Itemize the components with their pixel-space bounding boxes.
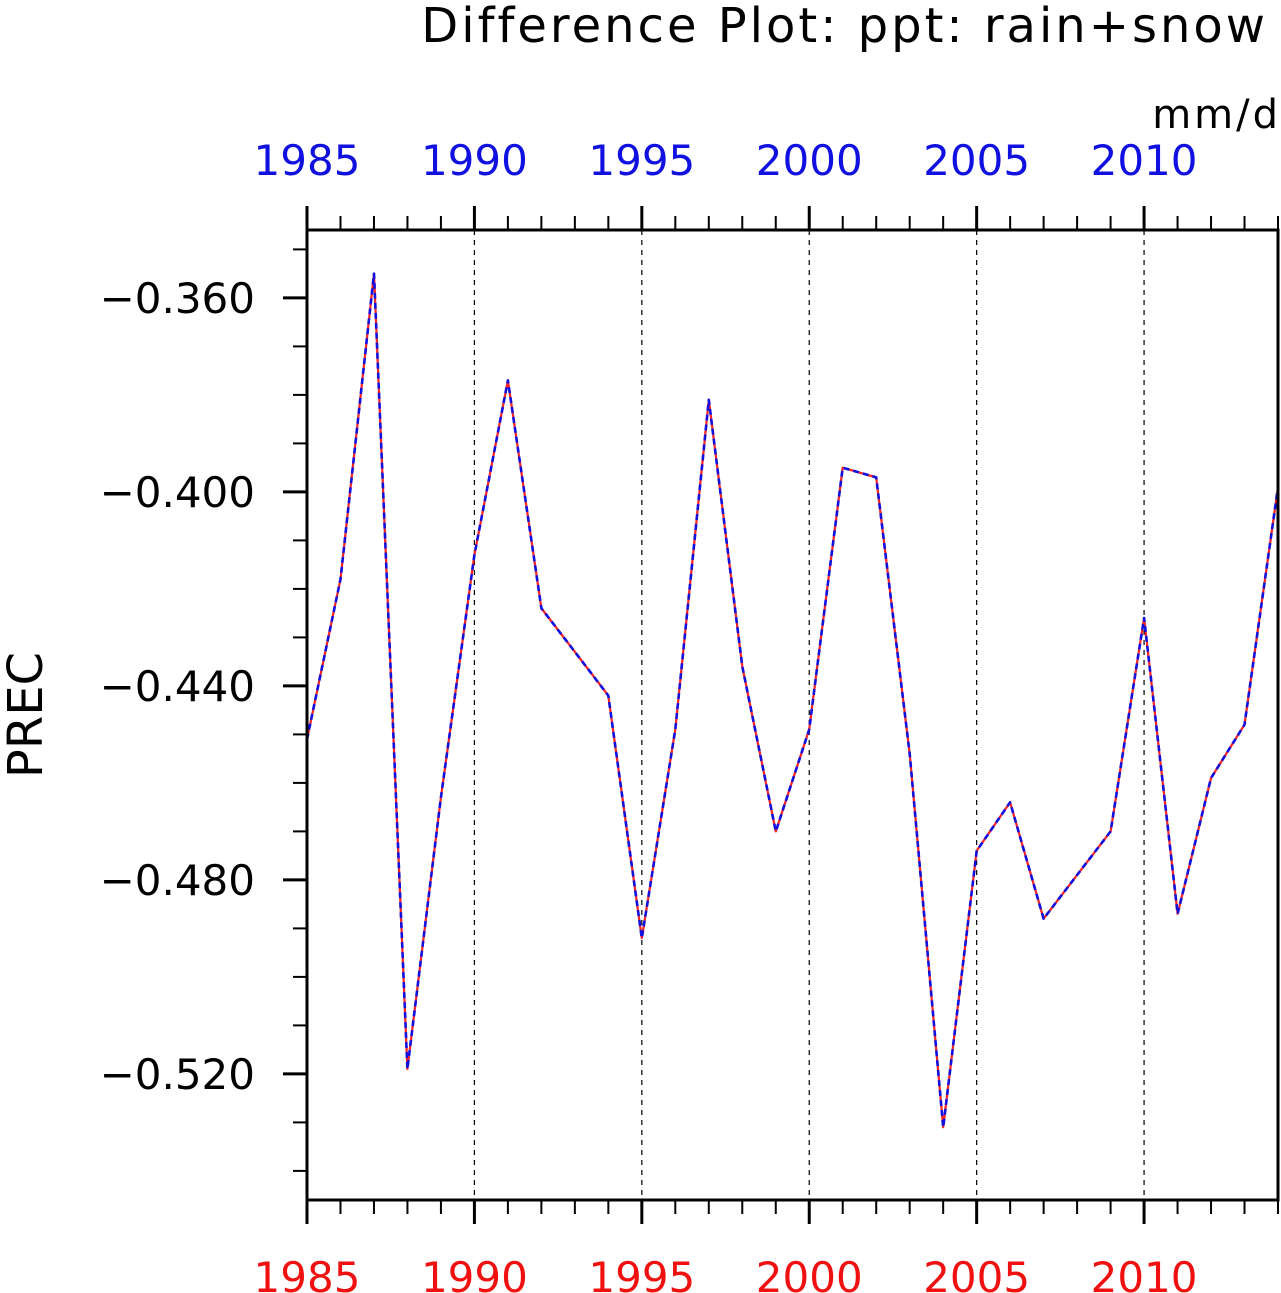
x-top-tick-label: 1990 bbox=[421, 136, 528, 185]
y-tick-label: −0.520 bbox=[100, 1050, 255, 1099]
data-lines bbox=[305, 272, 1280, 1129]
x-bottom-tick-label: 1990 bbox=[421, 1253, 528, 1293]
x-top-tick-label: 2000 bbox=[756, 136, 863, 185]
x-bottom-tick-label: 1985 bbox=[254, 1253, 361, 1293]
y-tick-label: −0.440 bbox=[100, 662, 255, 711]
y-tick-label: −0.480 bbox=[100, 856, 255, 905]
x-bottom-tick-label: 1995 bbox=[588, 1253, 695, 1293]
y-axis-label: PREC bbox=[0, 652, 54, 778]
x-top-tick-label: 2010 bbox=[1091, 136, 1198, 185]
chart-title: Difference Plot: ppt: rain+snow bbox=[421, 0, 1268, 54]
units-label: mm/d bbox=[1152, 92, 1281, 138]
axis-ticks bbox=[283, 206, 1279, 1224]
plot-frame bbox=[305, 228, 1280, 1202]
series-line-2 bbox=[305, 272, 1280, 1129]
series-line-1 bbox=[305, 272, 1280, 1129]
x-bottom-tick-label: 2010 bbox=[1091, 1253, 1198, 1293]
x-bottom-tick-label: 2005 bbox=[923, 1253, 1030, 1293]
tick-labels: 1985 1985 1990 1990 1995 1995 2000 2000 2005 2005… bbox=[100, 136, 1198, 1293]
x-bottom-tick-label: 2000 bbox=[756, 1253, 863, 1293]
x-top-tick-label: 1995 bbox=[588, 136, 695, 185]
grid-lines bbox=[473, 230, 1145, 1200]
y-tick-label: −0.400 bbox=[100, 468, 255, 517]
x-top-tick-label: 2005 bbox=[923, 136, 1030, 185]
x-top-tick-label: 1985 bbox=[254, 136, 361, 185]
y-tick-label: −0.360 bbox=[100, 274, 255, 323]
plot-border bbox=[305, 228, 1280, 1202]
